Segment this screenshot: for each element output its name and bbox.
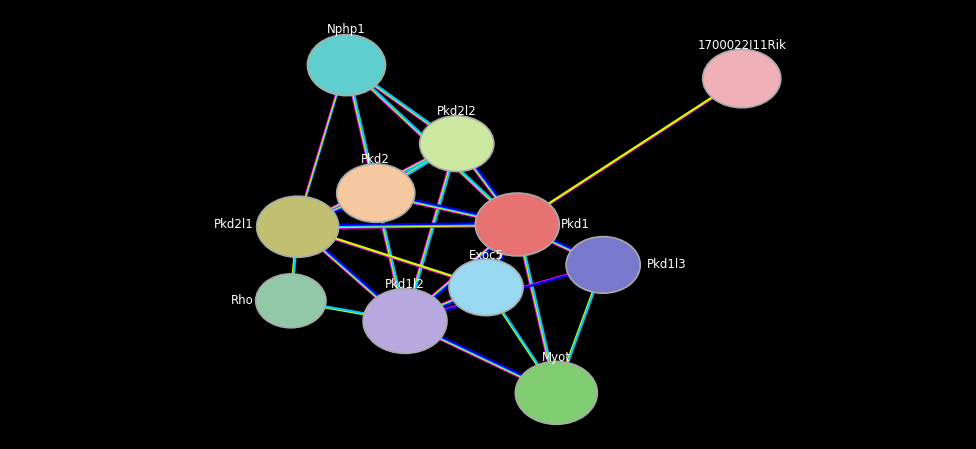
Ellipse shape [515,361,597,424]
Text: Pkd2: Pkd2 [361,154,390,166]
Text: 1700022I11Rik: 1700022I11Rik [697,39,787,52]
Ellipse shape [566,237,640,293]
Ellipse shape [256,274,326,328]
Ellipse shape [449,259,523,316]
Text: Pkd1: Pkd1 [561,218,590,231]
Ellipse shape [703,49,781,108]
Text: Pkd2l1: Pkd2l1 [214,218,254,231]
Ellipse shape [337,164,415,222]
Ellipse shape [475,193,559,256]
Ellipse shape [257,196,339,257]
Text: Pkd1l2: Pkd1l2 [386,278,425,291]
Ellipse shape [307,35,386,96]
Text: Rho: Rho [231,295,254,307]
Text: Nphp1: Nphp1 [327,23,366,35]
Text: Exoc5: Exoc5 [468,249,504,261]
Text: Pkd1l3: Pkd1l3 [647,259,687,271]
Ellipse shape [363,289,447,353]
Text: Myot: Myot [542,352,571,364]
Ellipse shape [420,116,494,172]
Text: Pkd2l2: Pkd2l2 [437,105,476,118]
